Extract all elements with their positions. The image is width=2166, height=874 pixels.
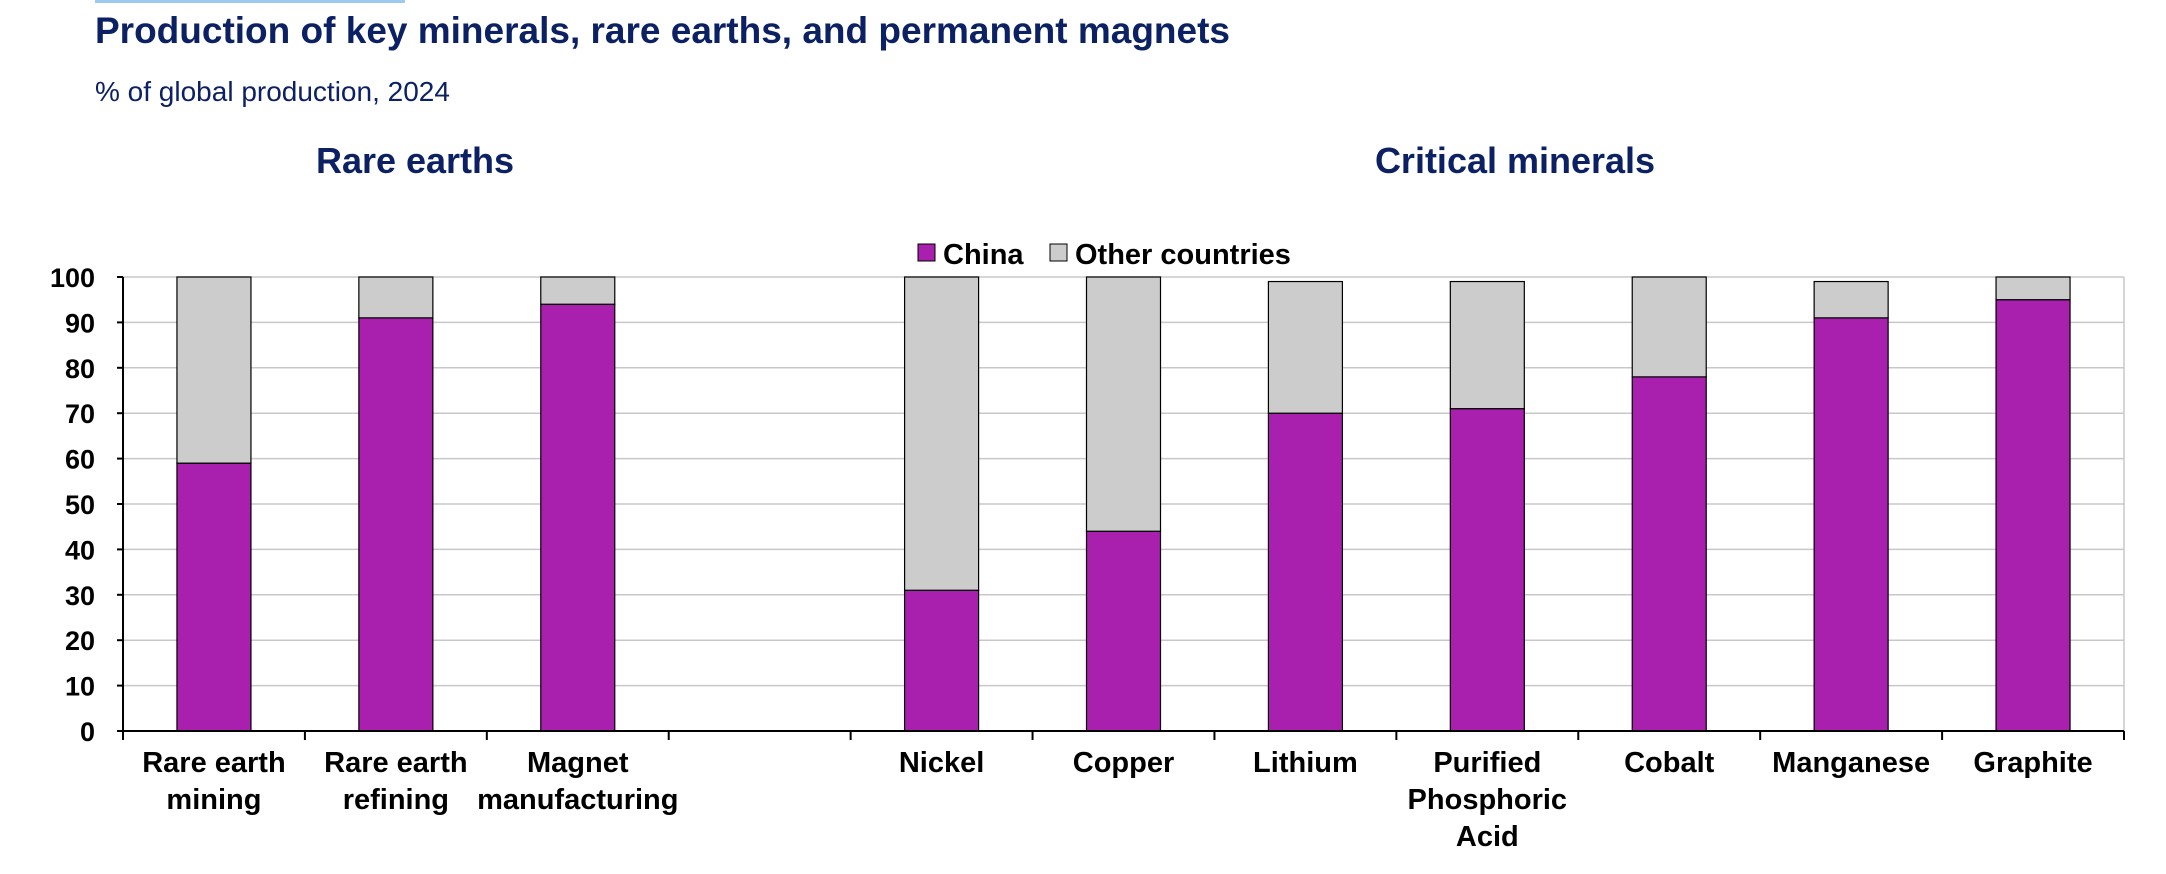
y-tick-label: 0 (80, 717, 95, 747)
y-tick-label: 10 (65, 672, 95, 702)
bar-china (358, 317, 434, 732)
x-category-label: Rare earth (324, 747, 467, 779)
x-category-label: Purified (1433, 747, 1541, 779)
legend-label-other-countries: Other countries (1075, 239, 1291, 271)
bar-china (1267, 412, 1344, 732)
x-category-label: Copper (1073, 747, 1175, 779)
top-accent-line (95, 0, 405, 3)
x-category-label: Acid (1456, 821, 1519, 853)
bar-china (903, 589, 980, 732)
panel-title-critical-minerals: Critical minerals (1374, 140, 1656, 181)
bar-other-countries (903, 276, 980, 591)
bar-other-countries (540, 276, 616, 305)
y-tick-label: 20 (65, 626, 95, 656)
x-category-labels: Rare earth mining Rare earth refining Magnet… (142, 747, 2092, 853)
bar-other-countries (358, 276, 434, 319)
x-category-label: Rare earth (142, 747, 285, 779)
axes (117, 276, 2125, 740)
x-category-label: manufacturing (477, 784, 678, 816)
bar-other-countries (1631, 276, 1707, 378)
legend-swatch-other-countries (1049, 243, 1068, 262)
bar-china (176, 462, 252, 732)
legend-label-china: China (943, 239, 1024, 271)
x-category-label: refining (343, 784, 449, 816)
bar-other-countries (176, 276, 252, 464)
legend-swatch-china (917, 243, 936, 262)
y-tick-label: 50 (65, 490, 95, 520)
bar-other-countries (1449, 280, 1525, 410)
bar-other-countries (1995, 276, 2071, 301)
chart-title: Production of key minerals, rare earths,… (95, 10, 1231, 51)
y-tick-label: 30 (65, 581, 95, 611)
x-category-label: Cobalt (1624, 747, 1715, 779)
legend: China Other countries (917, 239, 1291, 271)
x-category-label: Magnet (527, 747, 629, 779)
bar-china (1631, 376, 1707, 732)
y-tick-label: 90 (65, 308, 95, 338)
x-category-label: Nickel (899, 747, 984, 779)
y-tick-label: 70 (65, 399, 95, 429)
bars (176, 276, 2071, 732)
bar-china (1813, 317, 1889, 732)
y-tick-label: 40 (65, 535, 95, 565)
bar-china (1449, 408, 1525, 732)
y-tick-label: 100 (50, 263, 95, 293)
y-tick-label: 60 (65, 445, 95, 475)
chart-subtitle: % of global production, 2024 (95, 76, 450, 107)
x-category-label: Graphite (1973, 747, 2092, 779)
panel-title-rare-earths: Rare earths (315, 140, 515, 181)
bar-other-countries (1267, 280, 1344, 414)
y-tick-labels: 0 10 20 30 40 50 60 70 80 90 100 (50, 263, 95, 747)
bar-china (1085, 530, 1162, 732)
x-category-label: Manganese (1772, 747, 1930, 779)
x-category-label: Phosphoric (1408, 784, 1568, 816)
bar-china (1995, 299, 2071, 732)
x-category-label: Lithium (1253, 747, 1358, 779)
bar-other-countries (1085, 276, 1162, 532)
bar-china (540, 303, 616, 732)
bar-other-countries (1813, 280, 1889, 319)
y-tick-label: 80 (65, 354, 95, 384)
x-category-label: mining (166, 784, 261, 816)
